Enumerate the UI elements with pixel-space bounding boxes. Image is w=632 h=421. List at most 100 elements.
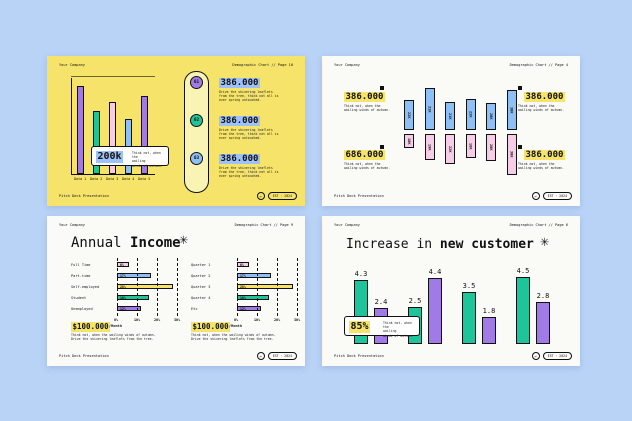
slide-demographic-chart-bars[interactable]: Your Company Demographic Chart // Page 4… [322, 56, 580, 206]
category-label: Data 3 [106, 177, 119, 181]
slide-title: Annual Income [71, 235, 181, 251]
item-text: Drive the shivering leaflets from the tr… [219, 128, 279, 141]
summary-value: $100.000 [191, 322, 231, 332]
category-label: Data 5 [138, 177, 151, 181]
grid-line [257, 258, 258, 316]
stat-value: 386.000 [524, 150, 565, 160]
slide-demographic-chart-yellow[interactable]: Your Company Demographic Chart // Page 1… [47, 56, 305, 206]
top-bar: 23K [465, 98, 476, 130]
stat-value: 386.000 [524, 92, 565, 102]
bar-chart: Data 1 Data 2 Data 3 Data 4 Data 5 [63, 74, 159, 186]
est-pill: EST · 2024 [267, 192, 297, 200]
pixel-icon [380, 145, 384, 149]
item-value: 386.000 [219, 154, 260, 164]
est-pill: EST · 2024 [267, 352, 297, 360]
item-text: Drive the shivering leaflets from the tr… [219, 166, 279, 179]
bar-a-label: 2.5 [408, 296, 422, 305]
footer-label: Pitch Deck Presentation [334, 353, 384, 358]
slide-title: Increase in new customer [346, 237, 534, 253]
header-page-label: Demographic Chart // Page 10 [232, 63, 293, 67]
summary-unit: /Month [109, 324, 122, 328]
number-badge: 01 [190, 76, 203, 89]
bar-a-label: 4.5 [516, 266, 530, 275]
item-text: Drive the shivering leaflets from the tr… [219, 90, 279, 103]
tick-label: 0% [234, 318, 239, 322]
prev-arrow-icon[interactable]: ← [256, 352, 265, 360]
top-bar: 21K [445, 101, 455, 130]
footer-nav: ← EST · 2024 [256, 352, 297, 360]
row-label: Self-employed [71, 285, 100, 289]
top-bar: 31K [424, 88, 435, 130]
footer-label: Pitch Deck Presentation [59, 193, 109, 198]
footer-nav: ← EST · 2024 [531, 192, 572, 200]
bottom-bar: 19K [424, 134, 435, 160]
top-bar: 30K [506, 89, 517, 130]
prev-arrow-icon[interactable]: ← [531, 192, 540, 200]
bar-b-label: 2.4 [374, 298, 388, 306]
header-page-label: Demographic Chart // Page 4 [509, 63, 568, 67]
top-bar: 22K [404, 100, 414, 130]
bar-b [536, 302, 550, 344]
bar [141, 95, 148, 174]
summary-text: Think not, when the wailing winds of aut… [71, 333, 156, 342]
grid-line [177, 258, 178, 316]
bottom-bar: 22K [445, 134, 455, 164]
company-name: Your Company [334, 223, 360, 227]
title-regular: Annual [71, 235, 131, 251]
summary-value: $100.000 [71, 322, 111, 332]
bar-a-label: 4.3 [354, 269, 368, 278]
slide-annual-income[interactable]: Your Company Demographic Chart // Page 9… [47, 216, 305, 366]
asterisk-icon: ✳ [540, 232, 550, 250]
tick-label: 20% [154, 318, 161, 322]
bar-b [482, 317, 496, 344]
stat-value: 686.000 [344, 150, 385, 160]
company-name: Your Company [334, 63, 360, 67]
callout-200k: 200k Think not, when the wailing winds o… [91, 146, 169, 168]
bar [77, 86, 84, 174]
row-label: Unemployed [71, 307, 93, 311]
callout-value: 200k [96, 151, 124, 163]
tick-label: 10% [134, 318, 141, 322]
row-label: Part-time [71, 274, 91, 278]
tick-label: 0% [114, 318, 119, 322]
number-badge: 02 [190, 114, 203, 127]
pixel-icon [518, 86, 522, 90]
item-value: 386.000 [219, 78, 260, 88]
tick-label: 30% [174, 318, 181, 322]
summary-text: Think not, when the wailing winds of aut… [191, 333, 276, 342]
income-bar: 17% [237, 273, 271, 278]
income-bar: 28% [237, 284, 293, 289]
income-bar: 16% [117, 295, 149, 300]
bar [109, 101, 116, 174]
summary-unit: /Month [229, 324, 242, 328]
grid-line [237, 258, 238, 316]
callout-text: Think not, when the wailing winds of aut… [132, 151, 163, 168]
stat-value: 386.000 [344, 92, 385, 102]
tick-label: 30% [294, 318, 301, 322]
pixel-icon [518, 145, 522, 149]
grid-line [277, 258, 278, 316]
income-bar: 6% [117, 262, 129, 267]
title-bold: Income [130, 235, 181, 251]
income-bar: 28% [117, 284, 173, 289]
prev-arrow-icon[interactable]: ← [256, 192, 265, 200]
badge-column [184, 71, 209, 193]
row-label: Student [71, 296, 87, 300]
row-label: Full Time [71, 263, 91, 267]
bar [93, 111, 100, 174]
bar-a [462, 291, 476, 344]
number-badge: 03 [190, 152, 203, 165]
stat-text: Think not, when the wailing winds of aut… [344, 104, 391, 113]
row-label: Etc [191, 307, 198, 311]
grid-line [117, 258, 118, 316]
category-label: Data 2 [90, 177, 103, 181]
row-label: Quarter 2 [191, 274, 211, 278]
slide-new-customer[interactable]: Your Company Demographic Chart // Page 6… [322, 216, 580, 366]
est-pill: EST · 2024 [542, 352, 572, 360]
prev-arrow-icon[interactable]: ← [531, 352, 540, 360]
grid-line [297, 258, 298, 316]
item-value: 386.000 [219, 116, 260, 126]
pixel-icon [380, 86, 384, 90]
row-label: Quarter 3 [191, 285, 211, 289]
bar-b-label: 2.8 [536, 292, 550, 300]
